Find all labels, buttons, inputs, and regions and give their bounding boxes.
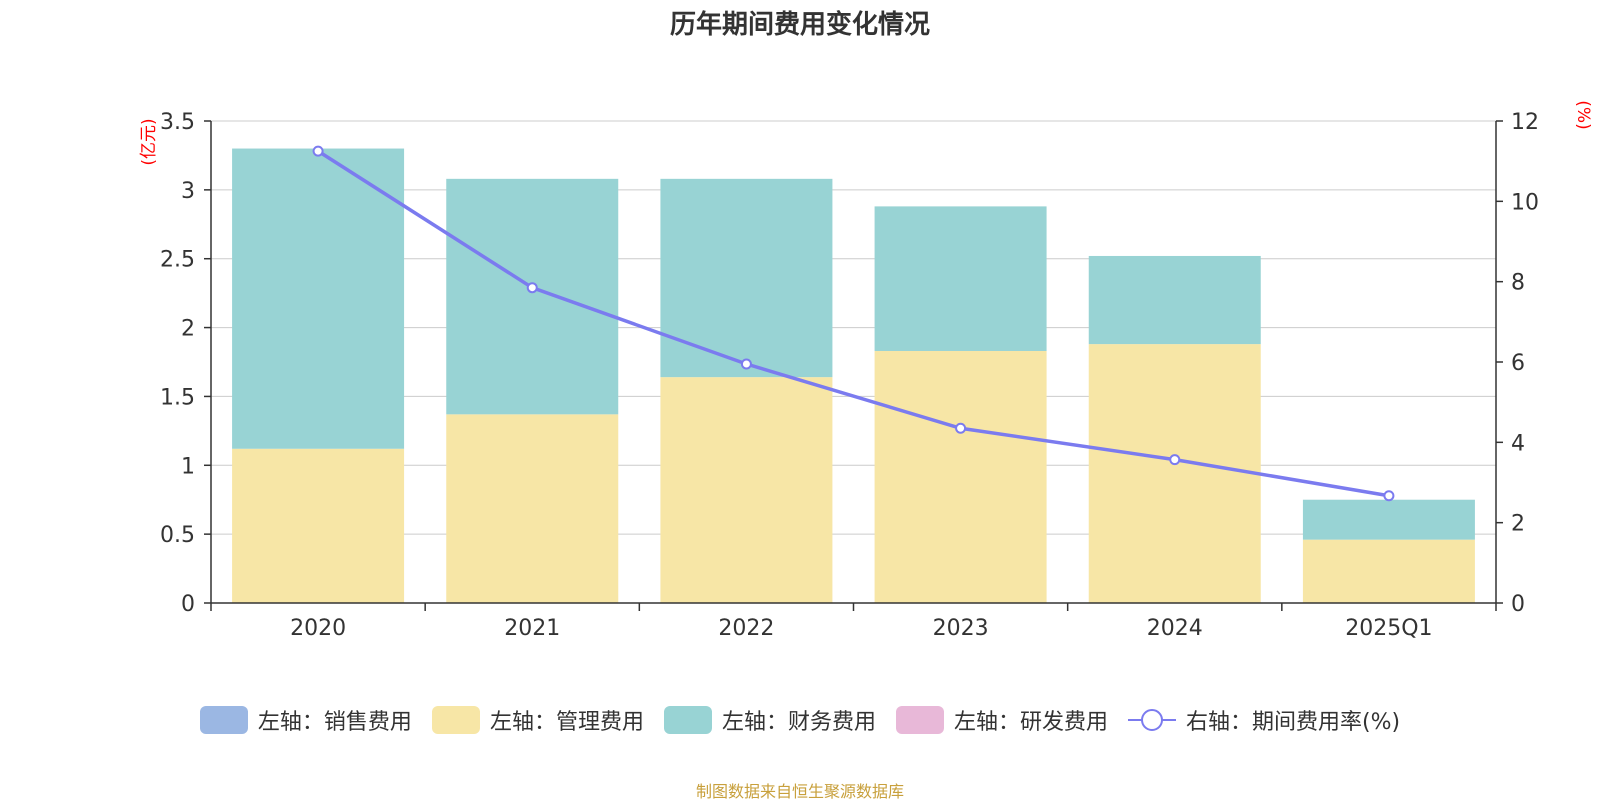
bar-2025Q1-series-2 (1302, 499, 1475, 540)
bar-2023-series-1 (874, 350, 1047, 603)
right-tick-label: 0 (1511, 592, 1525, 617)
left-tick-label: 0.5 (160, 523, 195, 548)
left-tick-label: 3 (181, 179, 195, 204)
legend-label-rate: 右轴：期间费用率(%) (1185, 710, 1401, 735)
left-tick-label: 1 (181, 454, 195, 479)
bar-2022-series-1 (660, 377, 833, 603)
right-tick-label: 12 (1511, 110, 1539, 135)
rate-line-path (317, 149, 1390, 498)
expense-rate-line (312, 145, 1395, 502)
left-tick-label: 3.5 (160, 110, 195, 135)
rate-point-2021 (526, 282, 538, 294)
rate-point-2022 (740, 358, 752, 370)
bar-2025Q1-series-1 (1302, 539, 1475, 603)
left-axis-unit: (亿元) (139, 118, 159, 165)
rate-point-2023 (955, 422, 967, 434)
bar-2022-series-2 (660, 178, 833, 378)
legend-label-sales: 左轴：销售费用 (257, 710, 412, 735)
left-tick-label: 2 (181, 317, 195, 342)
left-tick-label: 2.5 (160, 248, 195, 273)
bar-2024-series-1 (1088, 344, 1261, 603)
right-tick-label: 4 (1511, 431, 1525, 456)
legend-item-finance[interactable]: 左轴：财务费用 (663, 704, 876, 736)
legend-label-finance: 左轴：财务费用 (721, 710, 876, 735)
left-tick-label: 0 (181, 592, 195, 617)
legend-item-rnd[interactable]: 左轴：研发费用 (895, 704, 1108, 736)
legend: 左轴：销售费用 左轴：管理费用 左轴：财务费用 左轴：研发费用 右轴：期间费用率… (0, 704, 1600, 736)
legend-swatch-admin (431, 706, 480, 734)
x-tick-label-2023: 2023 (933, 616, 989, 641)
legend-swatch-finance (663, 706, 712, 734)
right-axis-unit: (%) (1573, 100, 1593, 129)
legend-item-admin[interactable]: 左轴：管理费用 (431, 704, 644, 736)
right-tick-label: 10 (1511, 190, 1539, 215)
rate-point-2024 (1169, 454, 1181, 466)
legend-label-rnd: 左轴：研发费用 (953, 710, 1108, 735)
rate-point-2020 (312, 145, 324, 157)
rate-point-2025Q1 (1383, 490, 1395, 502)
legend-swatch-sales (199, 706, 248, 734)
right-tick-label: 6 (1511, 351, 1525, 376)
x-tick-label-2020: 2020 (290, 616, 346, 641)
bar-2023-series-2 (874, 206, 1047, 351)
x-tick-label-2021: 2021 (504, 616, 560, 641)
right-tick-label: 2 (1511, 512, 1525, 537)
x-tick-label-2022: 2022 (718, 616, 774, 641)
right-tick-label: 8 (1511, 271, 1525, 296)
legend-label-admin: 左轴：管理费用 (489, 710, 644, 735)
chart-title: 历年期间费用变化情况 (670, 9, 930, 40)
x-tick-label-2024: 2024 (1147, 616, 1203, 641)
bar-2020-series-2 (232, 148, 405, 449)
data-source-note: 制图数据来自恒生聚源数据库 (695, 782, 904, 801)
x-tick-label-2025Q1: 2025Q1 (1345, 616, 1432, 641)
bar-2021-series-2 (446, 178, 619, 415)
legend-item-rate[interactable]: 右轴：期间费用率(%) (1127, 704, 1401, 736)
legend-swatch-rnd (895, 706, 944, 734)
left-tick-label: 1.5 (160, 385, 195, 410)
bar-2021-series-1 (446, 414, 619, 603)
bar-2024-series-2 (1088, 255, 1261, 345)
legend-item-sales[interactable]: 左轴：销售费用 (199, 704, 412, 736)
axes: 0 0.5 1 1.5 2 2.5 3 3.5 0 2 4 6 8 10 12 2020 2021 2022 202… (160, 110, 1539, 641)
legend-line-marker-icon (1127, 709, 1176, 731)
bar-2020-series-1 (232, 448, 405, 603)
